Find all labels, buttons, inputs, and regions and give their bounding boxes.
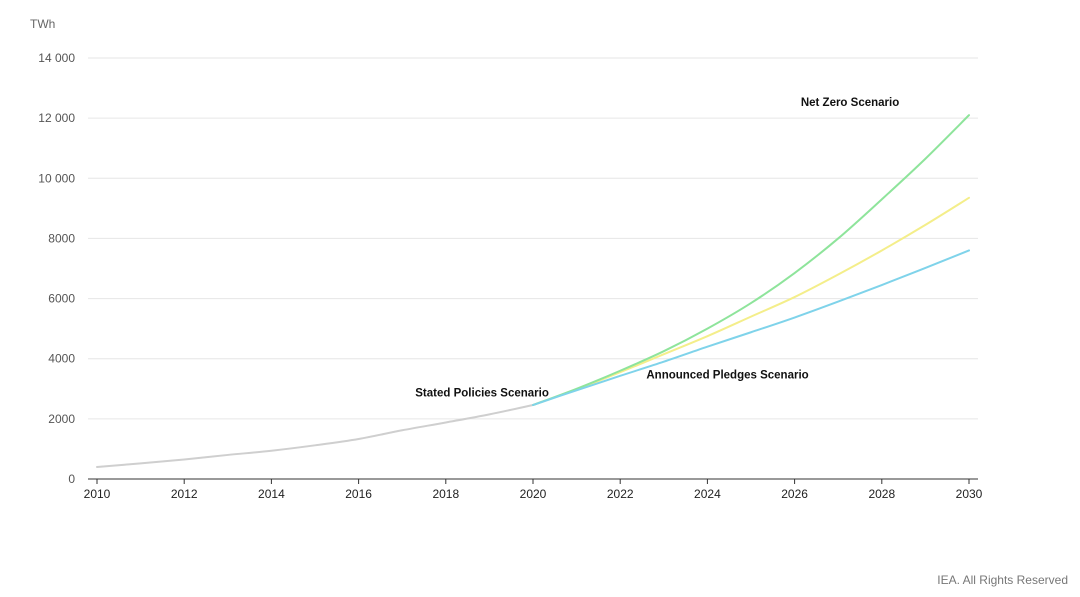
y-tick-label-0: 0	[68, 472, 75, 486]
x-axis-tick-labels: 2010 2012 2014 2016 2018 2020 2022 2024 2026 2028…	[84, 487, 983, 501]
series-line-historical	[96, 404, 534, 468]
x-tick-label-8: 2026	[781, 487, 808, 501]
y-axis-unit-label: TWh	[30, 17, 55, 31]
y-tick-label-7: 14 000	[38, 51, 75, 65]
y-tick-label-1: 2000	[48, 412, 75, 426]
y-tick-label-5: 10 000	[38, 171, 75, 185]
x-tick-label-0: 2010	[84, 487, 111, 501]
x-axis	[88, 478, 978, 484]
label-stated-policies-scenario: Stated Policies Scenario	[415, 387, 549, 399]
x-tick-label-6: 2022	[607, 487, 634, 501]
series-line-stated	[532, 249, 970, 407]
credit-text: IEA. All Rights Reserved	[937, 573, 1068, 587]
y-tick-label-6: 12 000	[38, 111, 75, 125]
y-axis-tick-labels: 0 2000 4000 6000 8000 10 000 12 000 14 000	[38, 51, 75, 486]
x-tick-label-5: 2020	[520, 487, 547, 501]
x-tick-label-3: 2016	[345, 487, 372, 501]
series-labels: Net Zero Scenario Stated Policies Scenari…	[415, 97, 899, 399]
x-tick-label-4: 2018	[432, 487, 459, 501]
grid-lines	[88, 57, 978, 420]
x-tick-label-2: 2014	[258, 487, 285, 501]
x-tick-label-1: 2012	[171, 487, 198, 501]
x-tick-label-9: 2028	[868, 487, 895, 501]
x-tick-label-7: 2024	[694, 487, 721, 501]
label-net-zero-scenario: Net Zero Scenario	[801, 97, 899, 109]
series-line-net-zero	[532, 114, 970, 407]
series-line-announced	[532, 196, 970, 407]
label-announced-pledges-scenario: Announced Pledges Scenario	[646, 369, 808, 381]
y-tick-label-2: 4000	[48, 352, 75, 366]
x-tick-label-10: 2030	[956, 487, 983, 501]
y-tick-label-4: 8000	[48, 231, 75, 245]
series-lines	[96, 114, 970, 468]
y-tick-label-3: 6000	[48, 292, 75, 306]
